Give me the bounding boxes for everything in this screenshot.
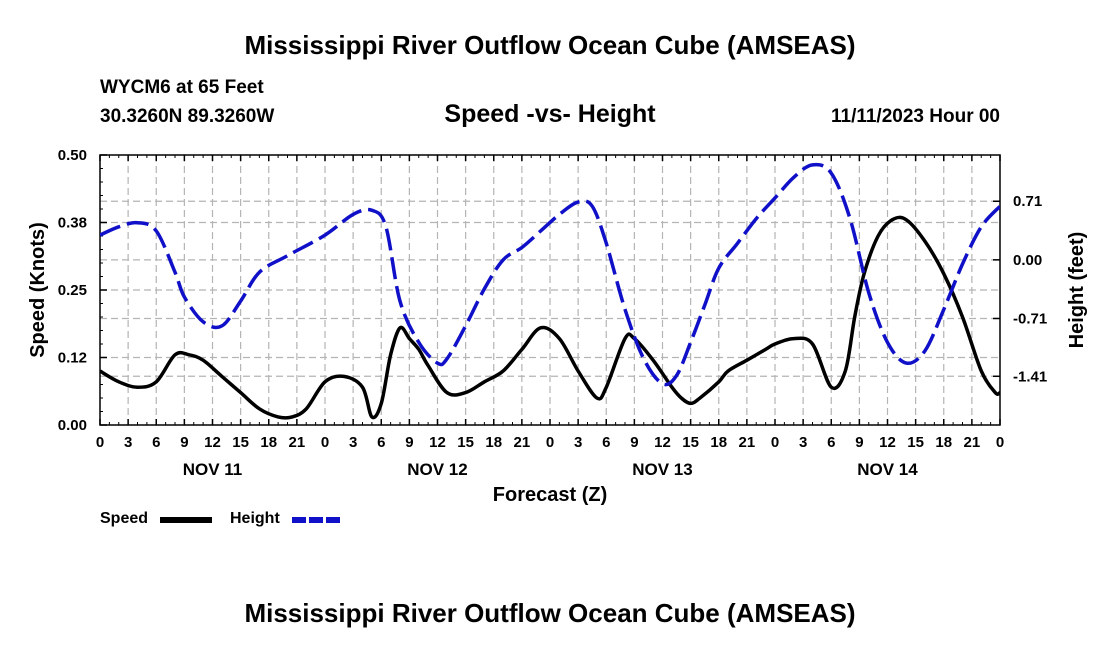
x-tick-label: 9 [180,434,188,451]
x-tick-label: 18 [935,434,952,451]
x-axis-title: Forecast (Z) [493,484,607,506]
legend-speed-label: Speed [100,510,149,527]
axis-labels: 0 3 6 9 12 15 18 21 0 3 6 9 12 15 18 21 0 3 6 9 12 15 18 21 0 3 6 9… [27,147,1088,506]
x-tick-label: 18 [485,434,502,451]
y2-tick-label: 0.71 [1013,193,1042,210]
x-tick-label: 9 [630,434,638,451]
station-label: WYCM6 at 65 Feet [100,77,264,98]
x-tick-label: 15 [457,434,474,451]
y-tick-label: 0.50 [58,147,87,164]
height-series-line [100,162,1000,387]
x-tick-label: 0 [96,434,104,451]
datetime-label: 11/11/2023 Hour 00 [830,106,1000,127]
y-tick-label: 0.00 [58,417,87,434]
plot-frame [99,154,1001,426]
x-tick-label: 6 [377,434,385,451]
x-tick-label: 12 [429,434,446,451]
y2-axis-title: Height (feet) [1066,232,1088,349]
y-tick-label: 0.25 [58,282,87,299]
y2-tick-label: -0.71 [1013,310,1047,327]
y-tick-label: 0.38 [58,215,87,232]
x-tick-label: 15 [232,434,249,451]
x-tick-label: 3 [574,434,582,451]
axes [99,154,1001,426]
x-tick-label: 0 [996,434,1004,451]
coordinates-label: 30.3260N 89.3260W [100,106,275,127]
x-tick-label: 0 [546,434,554,451]
speed-series-line [100,215,1000,420]
grid [100,155,1000,425]
x-tick-label: 6 [152,434,160,451]
x-tick-label: 18 [260,434,277,451]
y-tick-label: 0.12 [58,350,87,367]
x-tick-label: 21 [289,434,306,451]
legend-height-swatch [292,517,342,523]
x-tick-label: 15 [907,434,924,451]
x-tick-label: 21 [739,434,756,451]
x-tick-label: 21 [964,434,981,451]
x-tick-label: 12 [654,434,671,451]
x-tick-label: 15 [682,434,699,451]
x-tick-label: 9 [405,434,413,451]
chart-subtitle: Speed -vs- Height [444,100,656,128]
x-tick-label: 0 [321,434,329,451]
main-title: Mississippi River Outflow Ocean Cube (AM… [244,30,856,60]
x-tick-label: 6 [602,434,610,451]
day-label: NOV 11 [183,460,243,479]
series-lines [100,162,1000,420]
x-tick-label: 3 [799,434,807,451]
x-tick-label: 18 [710,434,727,451]
day-label: NOV 12 [407,460,467,479]
y2-tick-label: 0.00 [1013,252,1042,269]
x-tick-label: 3 [124,434,132,451]
day-label: NOV 14 [857,460,918,479]
footer-title: Mississippi River Outflow Ocean Cube (AM… [244,598,856,628]
legend-speed-swatch [160,517,212,523]
legend-height-label: Height [230,510,280,527]
y-axis-title: Speed (Knots) [27,222,49,358]
y2-tick-label: -1.41 [1013,368,1047,385]
x-tick-label: 12 [204,434,221,451]
x-tick-label: 0 [771,434,779,451]
x-tick-label: 21 [514,434,531,451]
x-tick-label: 6 [827,434,835,451]
x-tick-label: 12 [879,434,896,451]
day-label: NOV 13 [632,460,692,479]
x-tick-label: 9 [855,434,863,451]
x-tick-label: 3 [349,434,357,451]
